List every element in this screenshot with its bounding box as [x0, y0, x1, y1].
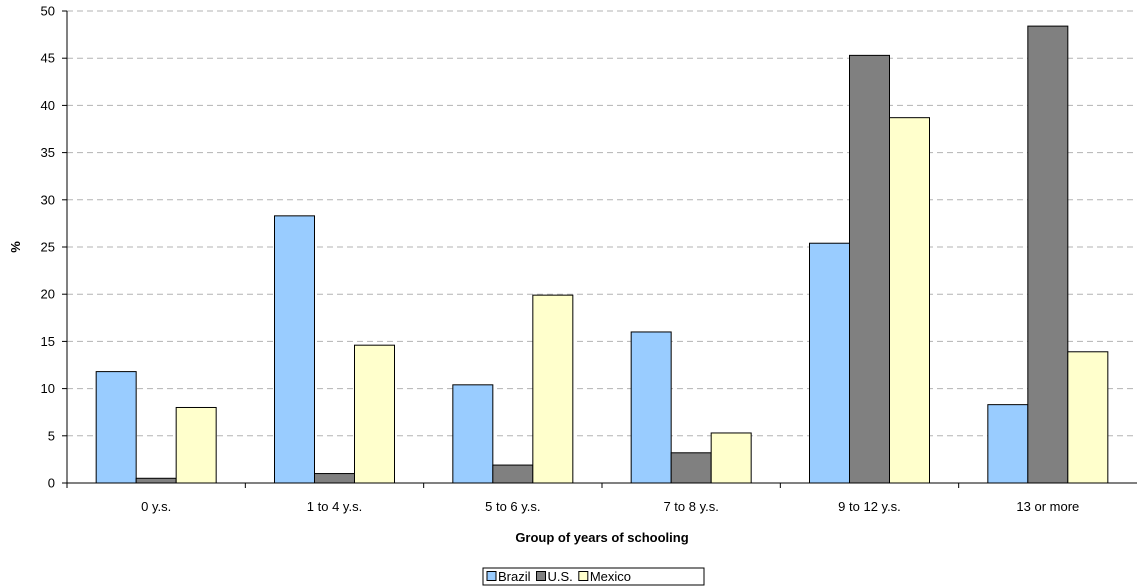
legend-swatch [536, 571, 547, 581]
x-tick-label: 7 to 8 y.s. [663, 499, 718, 514]
bar-mexico-4 [889, 117, 930, 484]
bar-brazil-4 [809, 242, 850, 484]
bar-u-s-1 [314, 473, 355, 484]
legend-label: U.S. [548, 569, 573, 584]
y-tick-label: 50 [41, 4, 55, 19]
bar-u-s-5 [1027, 25, 1069, 484]
legend-label: Mexico [590, 569, 631, 584]
y-axis-title: % [8, 241, 23, 253]
y-tick-label: 15 [41, 334, 55, 349]
bar-brazil-1 [274, 215, 315, 484]
bar-mexico-0 [175, 406, 217, 484]
y-tick-label: 0 [48, 476, 55, 491]
axes [62, 10, 1137, 488]
x-tick-label: 5 to 6 y.s. [485, 499, 540, 514]
bar-mexico-2 [532, 294, 574, 484]
y-tick-label: 5 [48, 428, 55, 443]
y-tick-label: 45 [41, 51, 55, 66]
y-tick-label: 35 [41, 145, 55, 160]
bar-brazil-5 [987, 404, 1029, 484]
grid-lines [67, 10, 1137, 437]
bar-u-s-3 [670, 452, 712, 484]
y-tick-label: 20 [41, 287, 55, 302]
legend-swatch [486, 571, 497, 581]
bar-mexico-3 [710, 432, 752, 484]
bar-mexico-1 [354, 344, 395, 484]
y-tick-labels: 0 5 10 15 20 25 30 35 40 45 50 [41, 4, 55, 491]
legend: Brazil U.S. Mexico [482, 567, 705, 586]
y-tick-label: 10 [41, 381, 55, 396]
x-tick-label: 13 or more [1016, 499, 1079, 514]
bar-brazil-2 [452, 384, 494, 484]
x-tick-label: 0 y.s. [141, 499, 171, 514]
bar-u-s-0 [135, 477, 177, 484]
legend-label: Brazil [498, 569, 531, 584]
legend-swatch [578, 571, 589, 581]
bar-u-s-2 [492, 464, 534, 484]
x-tick-label: 1 to 4 y.s. [307, 499, 362, 514]
x-axis-title: Group of years of schooling [515, 530, 688, 545]
y-tick-label: 30 [41, 192, 55, 207]
bar-brazil-0 [95, 371, 137, 484]
bar-mexico-5 [1067, 351, 1109, 484]
bars [95, 25, 1109, 484]
bar-brazil-3 [630, 331, 672, 484]
x-tick-labels: 0 y.s. 1 to 4 y.s. 5 to 6 y.s. 7 to 8 y.s. 9… [141, 499, 1079, 514]
bar-u-s-4 [849, 54, 890, 484]
y-tick-label: 25 [41, 240, 55, 255]
y-tick-label: 40 [41, 98, 55, 113]
x-tick-label: 9 to 12 y.s. [838, 499, 901, 514]
